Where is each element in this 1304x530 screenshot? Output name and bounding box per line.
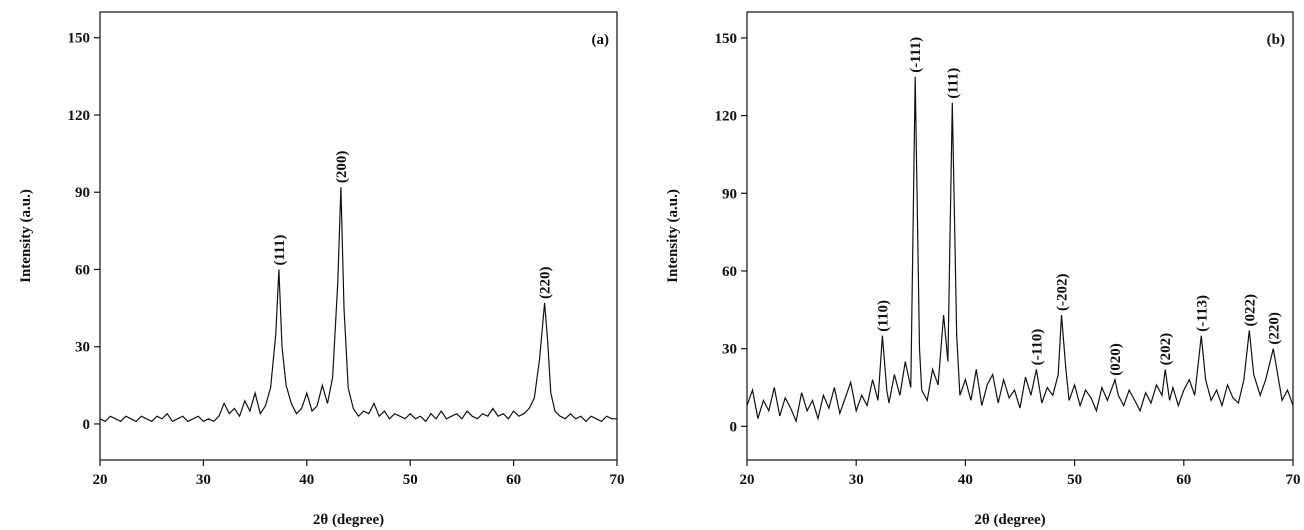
y-tick-label: 0 [83, 417, 91, 433]
x-tick-label: 60 [506, 472, 521, 488]
x-tick-label: 20 [740, 472, 755, 488]
x-axis-label: 2θ (degree) [974, 512, 1045, 528]
peak-label: (110) [875, 300, 891, 332]
y-tick-label: 60 [75, 262, 90, 278]
panel-label: (a) [592, 32, 610, 48]
peak-label: (220) [538, 266, 554, 299]
y-axis-label: Intensity (a.u.) [18, 189, 34, 283]
peak-label: (-110) [1029, 329, 1045, 366]
peak-label: (200) [334, 151, 350, 184]
data-line [99, 187, 617, 423]
data-line [746, 76, 1294, 424]
plot-frame [746, 11, 1294, 461]
y-tick-label: 30 [75, 340, 90, 356]
y-tick-label: 90 [722, 186, 737, 202]
peak-label: (111) [945, 68, 961, 99]
x-tick-label: 40 [958, 472, 973, 488]
peak-label: (202) [1158, 333, 1174, 366]
peak-label: (020) [1108, 343, 1124, 376]
peak-label: (022) [1242, 294, 1258, 327]
x-tick-label: 30 [196, 472, 211, 488]
x-axis-label: 2θ (degree) [313, 512, 384, 528]
y-tick-label: 150 [715, 31, 738, 47]
x-tick-label: 50 [403, 472, 418, 488]
peak-label: (220) [1266, 312, 1282, 345]
panel-label: (b) [1267, 32, 1285, 48]
y-tick-label: 120 [68, 108, 91, 124]
x-tick-label: 50 [1067, 472, 1082, 488]
peak-label: (111) [272, 235, 288, 266]
x-tick-label: 40 [299, 472, 314, 488]
peak-label: (-113) [1194, 295, 1210, 332]
x-tick-label: 30 [849, 472, 864, 488]
plot-frame [99, 11, 618, 461]
y-tick-label: 0 [730, 419, 738, 435]
y-tick-label: 120 [715, 109, 738, 125]
y-tick-label: 150 [68, 31, 91, 47]
peak-label: (-111) [908, 37, 924, 73]
peak-label: (-202) [1054, 273, 1070, 311]
y-tick-label: 90 [75, 185, 90, 201]
y-axis-label: Intensity (a.u.) [665, 189, 681, 283]
y-tick-label: 60 [722, 264, 737, 280]
x-tick-label: 70 [610, 472, 625, 488]
x-tick-label: 70 [1286, 472, 1301, 488]
y-tick-label: 30 [722, 342, 737, 358]
x-tick-label: 60 [1176, 472, 1191, 488]
x-tick-label: 20 [93, 472, 108, 488]
